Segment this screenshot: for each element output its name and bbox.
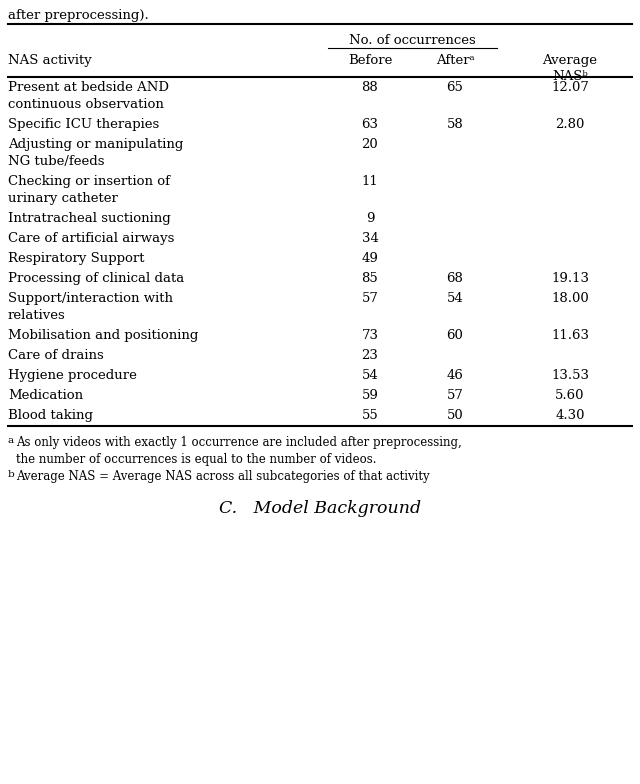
- Text: 11: 11: [362, 175, 378, 188]
- Text: 5.60: 5.60: [556, 389, 585, 402]
- Text: No. of occurrences: No. of occurrences: [349, 34, 476, 47]
- Text: 34: 34: [362, 232, 378, 245]
- Text: 85: 85: [362, 272, 378, 285]
- Text: 46: 46: [447, 369, 463, 382]
- Text: 55: 55: [362, 409, 378, 422]
- Text: 9: 9: [365, 212, 374, 225]
- Text: Hygiene procedure: Hygiene procedure: [8, 369, 137, 382]
- Text: 2.80: 2.80: [556, 118, 585, 131]
- Text: 63: 63: [362, 118, 378, 131]
- Text: 50: 50: [447, 409, 463, 422]
- Text: 65: 65: [447, 81, 463, 94]
- Text: Average NAS = Average NAS across all subcategories of that activity: Average NAS = Average NAS across all sub…: [16, 470, 429, 483]
- Text: after preprocessing).: after preprocessing).: [8, 9, 148, 22]
- Text: 19.13: 19.13: [551, 272, 589, 285]
- Text: Intratracheal suctioning: Intratracheal suctioning: [8, 212, 171, 225]
- Text: Before: Before: [348, 54, 392, 67]
- Text: 12.07: 12.07: [551, 81, 589, 94]
- Text: 88: 88: [362, 81, 378, 94]
- Text: 68: 68: [447, 272, 463, 285]
- Text: Care of drains: Care of drains: [8, 349, 104, 362]
- Text: Respiratory Support: Respiratory Support: [8, 252, 145, 265]
- Text: Adjusting or manipulating
NG tube/feeds: Adjusting or manipulating NG tube/feeds: [8, 138, 184, 168]
- Text: 49: 49: [362, 252, 378, 265]
- Text: Care of artificial airways: Care of artificial airways: [8, 232, 174, 245]
- Text: 11.63: 11.63: [551, 329, 589, 342]
- Text: 54: 54: [447, 292, 463, 305]
- Text: Specific ICU therapies: Specific ICU therapies: [8, 118, 159, 131]
- Text: 23: 23: [362, 349, 378, 362]
- Text: C.   Model Background: C. Model Background: [219, 500, 421, 517]
- Text: Support/interaction with
relatives: Support/interaction with relatives: [8, 292, 173, 321]
- Text: 57: 57: [447, 389, 463, 402]
- Text: Mobilisation and positioning: Mobilisation and positioning: [8, 329, 198, 342]
- Text: a: a: [8, 436, 14, 445]
- Text: b: b: [8, 470, 15, 479]
- Text: Average
NASᵇ: Average NASᵇ: [543, 54, 598, 83]
- Text: 13.53: 13.53: [551, 369, 589, 382]
- Text: 54: 54: [362, 369, 378, 382]
- Text: 73: 73: [362, 329, 378, 342]
- Text: Present at bedside AND
continuous observation: Present at bedside AND continuous observ…: [8, 81, 169, 111]
- Text: Afterᵃ: Afterᵃ: [436, 54, 474, 67]
- Text: Checking or insertion of
urinary catheter: Checking or insertion of urinary cathete…: [8, 175, 170, 205]
- Text: Blood taking: Blood taking: [8, 409, 93, 422]
- Text: 60: 60: [447, 329, 463, 342]
- Text: 18.00: 18.00: [551, 292, 589, 305]
- Text: 59: 59: [362, 389, 378, 402]
- Text: 57: 57: [362, 292, 378, 305]
- Text: 20: 20: [362, 138, 378, 151]
- Text: NAS activity: NAS activity: [8, 54, 92, 67]
- Text: 58: 58: [447, 118, 463, 131]
- Text: As only videos with exactly 1 occurrence are included after preprocessing,
the n: As only videos with exactly 1 occurrence…: [16, 436, 461, 466]
- Text: 4.30: 4.30: [556, 409, 585, 422]
- Text: Processing of clinical data: Processing of clinical data: [8, 272, 184, 285]
- Text: Medication: Medication: [8, 389, 83, 402]
